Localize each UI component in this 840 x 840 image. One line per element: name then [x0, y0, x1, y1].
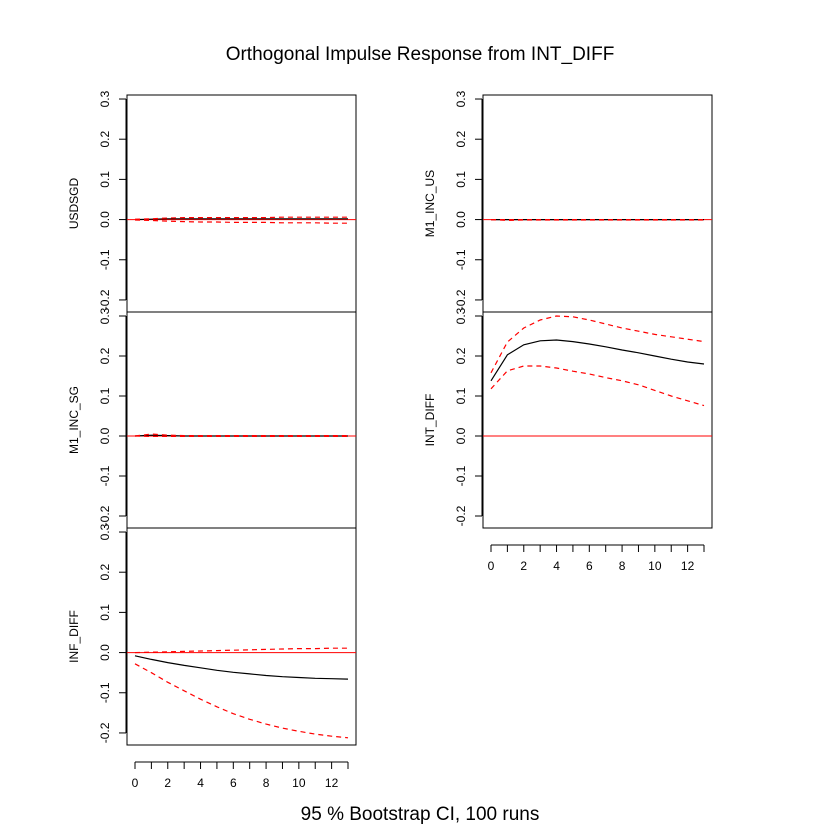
x-tick-label: 10 [648, 559, 662, 573]
irf-line [134, 655, 349, 680]
ci-lower-line [134, 219, 348, 224]
y-tick-label: -0.1 [98, 249, 112, 270]
y-tick-label: -0.2 [98, 505, 112, 526]
figure-subtitle: 95 % Bootstrap CI, 100 runs [301, 804, 540, 825]
x-tick-label: 10 [292, 776, 306, 790]
ci-lower-line [490, 365, 705, 407]
y-tick-label: 0.3 [98, 523, 112, 540]
panel-usdsgd: -0.2 -0.1 0.0 0.1 0.2 0.3 USDSGD [67, 90, 357, 313]
x-tick-label: 8 [263, 776, 270, 790]
y-axis-label: USDSGD [67, 177, 81, 229]
panel-m1-inc-sg: -0.2 -0.1 0.0 0.1 0.2 0.3 M1_INC_SG [67, 307, 357, 529]
y-tick-label: 0.1 [98, 171, 112, 188]
y-tick-label: 0.3 [98, 90, 112, 107]
y-tick-label: 0.0 [454, 211, 468, 228]
y-tick-label: 0.3 [454, 90, 468, 107]
panel-frame [126, 94, 357, 313]
x-tick-label: 12 [681, 559, 695, 573]
panel-inf-diff: -0.2 -0.1 0.0 0.1 0.2 0.3 INF_DIFF 0 2 4 6 8 10 12 [67, 523, 357, 790]
y-tick-label: -0.1 [98, 465, 112, 486]
y-tick-label: 0.2 [454, 131, 468, 148]
y-axis-label: M1_INC_SG [67, 386, 81, 454]
y-tick-label: -0.1 [98, 682, 112, 703]
panel-m1-inc-us: -0.2 -0.1 0.0 0.1 0.2 0.3 M1_INC_US [423, 90, 713, 313]
y-axis-label: INF_DIFF [67, 610, 81, 663]
x-tick-label: 6 [230, 776, 237, 790]
ci-upper-line [134, 647, 348, 654]
y-tick-label: 0.2 [98, 564, 112, 581]
y-tick-label: 0.2 [98, 131, 112, 148]
y-tick-label: 0.3 [454, 307, 468, 324]
y-tick-label: 0.0 [454, 427, 468, 444]
x-tick-label: 0 [132, 776, 139, 790]
x-tick-label: 4 [197, 776, 204, 790]
y-tick-label: 0.2 [454, 347, 468, 364]
y-tick-label: 0.1 [98, 387, 112, 404]
x-tick-label: 8 [619, 559, 626, 573]
x-tick-label: 6 [586, 559, 593, 573]
figure-title: Orthogonal Impulse Response from INT_DIF… [226, 44, 615, 65]
y-axis-label: INT_DIFF [423, 394, 437, 447]
panel-frame [482, 94, 713, 313]
y-tick-label: 0.1 [454, 171, 468, 188]
y-tick-label: 0.1 [98, 604, 112, 621]
panel-frame [126, 527, 357, 746]
y-axis-label: M1_INC_US [423, 170, 437, 237]
y-tick-label: -0.2 [454, 289, 468, 310]
x-tick-label: 12 [325, 776, 339, 790]
ci-upper-line [490, 315, 705, 374]
y-tick-label: -0.2 [454, 505, 468, 526]
x-tick-label: 0 [488, 559, 495, 573]
x-tick-label: 2 [164, 776, 171, 790]
panel-int-diff: -0.2 -0.1 0.0 0.1 0.2 0.3 INT_DIFF 0 2 4 6 8 10 12 [423, 307, 713, 573]
y-tick-label: -0.2 [98, 289, 112, 310]
irf-line [134, 218, 348, 221]
y-tick-label: 0.2 [98, 347, 112, 364]
irf-line [490, 339, 705, 382]
y-tick-label: 0.0 [98, 211, 112, 228]
y-tick-label: -0.1 [454, 249, 468, 270]
y-tick-label: 0.3 [98, 307, 112, 324]
y-tick-label: -0.2 [98, 722, 112, 743]
ci-lower-line [134, 663, 349, 739]
x-tick-label: 2 [520, 559, 527, 573]
irf-line [134, 434, 348, 437]
y-tick-label: 0.1 [454, 387, 468, 404]
y-tick-label: 0.0 [98, 644, 112, 661]
panel-frame [482, 311, 713, 529]
panel-frame [126, 311, 357, 529]
y-tick-label: 0.0 [98, 427, 112, 444]
x-tick-label: 4 [553, 559, 560, 573]
y-tick-label: -0.1 [454, 465, 468, 486]
